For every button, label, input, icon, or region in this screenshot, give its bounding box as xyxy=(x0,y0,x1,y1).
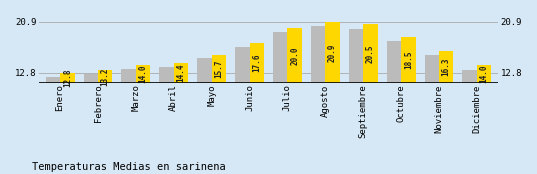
Text: 12.8: 12.8 xyxy=(63,69,72,87)
Text: 16.3: 16.3 xyxy=(442,58,451,76)
Text: 14.0: 14.0 xyxy=(139,65,148,83)
Text: 14.4: 14.4 xyxy=(177,64,185,82)
Text: 18.5: 18.5 xyxy=(404,51,413,69)
Bar xyxy=(462,70,477,83)
Bar xyxy=(121,69,136,83)
Text: 15.7: 15.7 xyxy=(214,60,223,78)
Bar xyxy=(325,22,340,83)
Bar xyxy=(84,74,98,83)
Bar xyxy=(98,70,112,83)
Bar xyxy=(477,65,491,83)
Bar xyxy=(439,51,453,83)
Bar xyxy=(60,73,75,83)
Text: 13.2: 13.2 xyxy=(101,68,110,86)
Bar xyxy=(401,37,416,83)
Bar xyxy=(235,47,250,83)
Text: Temperaturas Medias en sarinena: Temperaturas Medias en sarinena xyxy=(32,162,226,172)
Text: 20.5: 20.5 xyxy=(366,45,375,63)
Bar xyxy=(349,29,363,83)
Bar xyxy=(174,63,188,83)
Text: 17.6: 17.6 xyxy=(252,54,262,72)
Text: 20.0: 20.0 xyxy=(290,46,299,65)
Bar xyxy=(425,55,439,83)
Bar xyxy=(311,26,325,83)
Bar xyxy=(212,55,226,83)
Bar xyxy=(136,65,150,83)
Bar xyxy=(363,24,378,83)
Text: 20.9: 20.9 xyxy=(328,43,337,62)
Bar xyxy=(159,67,174,83)
Text: 14.0: 14.0 xyxy=(480,65,489,83)
Bar xyxy=(250,43,264,83)
Bar xyxy=(387,41,401,83)
Bar xyxy=(287,28,302,83)
Bar xyxy=(273,32,287,83)
Bar xyxy=(197,58,212,83)
Bar xyxy=(46,77,60,83)
